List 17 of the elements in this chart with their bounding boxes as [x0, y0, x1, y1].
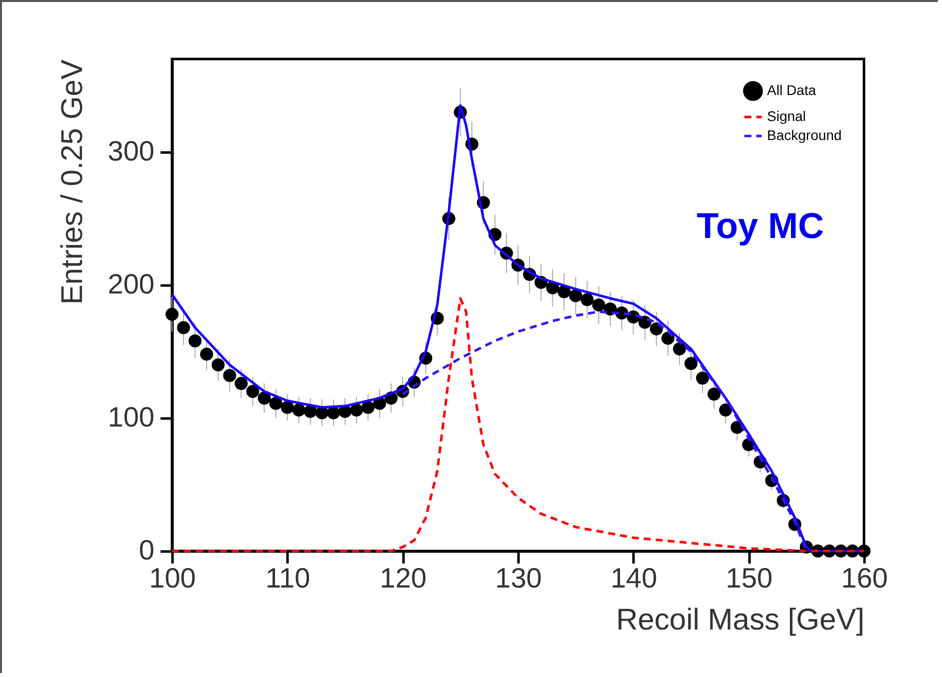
legend-label: Background: [767, 127, 842, 143]
annotation: Toy MC: [696, 205, 824, 246]
legend-label: Signal: [767, 108, 806, 124]
y-axis-title: Entries / 0.25 GeV: [56, 60, 89, 305]
x-tick-label: 100: [149, 562, 196, 594]
y-tick-label: 300: [108, 136, 154, 167]
y-tick-label: 200: [108, 268, 154, 300]
y-tick-label: 0: [138, 534, 154, 566]
legend-label: All Data: [767, 82, 816, 98]
x-tick-label: 150: [726, 562, 773, 594]
x-tick-label: 160: [841, 562, 888, 594]
y-tick-label: 100: [108, 402, 154, 433]
x-tick-label: 130: [495, 562, 542, 594]
x-tick-label: 110: [266, 562, 310, 594]
x-tick-label: 120: [380, 562, 427, 594]
x-axis-title: Recoil Mass [GeV]: [616, 604, 864, 636]
x-tick-label: 140: [610, 562, 658, 594]
